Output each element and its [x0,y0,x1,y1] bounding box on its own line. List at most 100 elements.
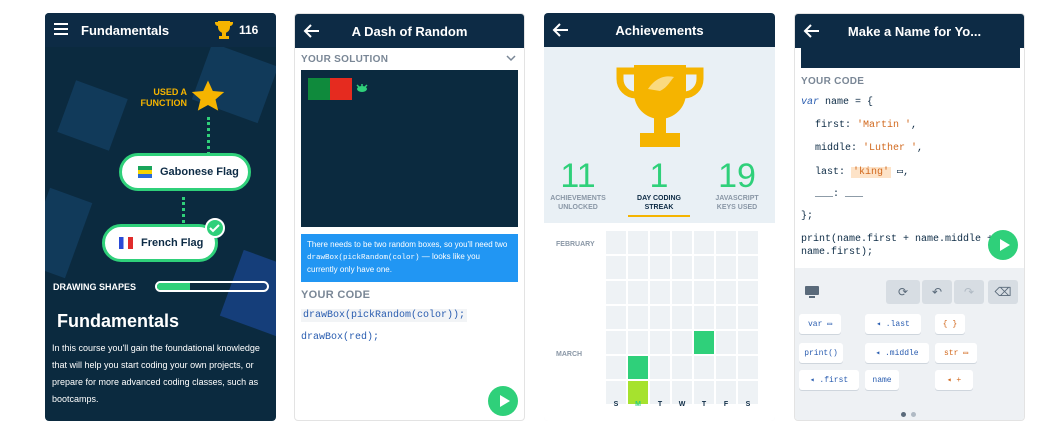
menu-icon[interactable] [54,23,68,35]
string-value: 'Martin ' [857,120,912,131]
key-var[interactable]: var ▭ [799,314,841,334]
calendar-cell [738,231,758,254]
back-arrow-icon[interactable] [803,22,821,40]
calendar-cell [606,256,626,279]
calendar-cell [694,281,714,304]
stat-streak: 1 DAY CODING STREAK [628,158,690,217]
bg-shape [45,187,93,279]
undo-icon[interactable]: ↶ [922,280,952,304]
run-button[interactable] [988,230,1018,260]
calendar-cell [716,281,736,304]
hint-message: There needs to be two random boxes, so y… [301,234,518,282]
calendar-cell [606,356,626,379]
key-braces[interactable]: { } [935,314,965,334]
calendar-cell [716,231,736,254]
calendar-cell [606,381,626,404]
calendar-cell [694,356,714,379]
weekday-label: T [657,401,663,408]
calendar-cell [650,381,670,404]
screen-title: Make a Name for Yo... [847,23,982,39]
fundamentals-screen: Fundamentals 116 USED A FUNCTION Gabones… [45,13,276,421]
key-first[interactable]: ◂ .first [799,370,859,390]
calendar-cell [650,356,670,379]
code-line[interactable]: }; [801,211,814,222]
calendar-cell [672,306,692,329]
code-label: YOUR CODE [801,76,865,87]
key-plus[interactable]: ◂ + [935,370,973,390]
calendar-cell [672,381,692,404]
weekday-label: T [701,401,707,408]
key-last[interactable]: ◂ .last [865,314,921,334]
trophy-count: 116 [239,23,259,37]
calendar-cell [738,356,758,379]
stat-number: 11 [560,157,596,195]
weekday-label: S [613,401,619,408]
calendar-cell [672,281,692,304]
lesson-label: Gabonese Flag [160,166,239,178]
code-keyboard: ⟳ ↶ ↷ ⌫ var ▭ ◂ .last { } print() ◂ .mid… [795,268,1024,420]
keyboard-icon[interactable] [805,286,819,298]
code-text: middle: [815,143,858,154]
code-line-1[interactable]: drawBox(pickRandom(color)); [301,309,468,322]
gabon-flag-icon [138,166,152,178]
key-print[interactable]: print() [799,343,843,363]
achievements-screen: Achievements 11 ACHIEVEMENTS UNLOCKED 1 DA… [544,13,775,421]
refresh-icon[interactable]: ⟳ [886,280,920,304]
code-line[interactable]: last: 'king' ▭, [815,167,910,178]
code-line-2[interactable]: drawBox(red); [301,332,380,343]
calendar-cell [738,331,758,354]
bg-shape [57,80,128,151]
redo-icon[interactable]: ↷ [954,280,984,304]
calendar-cell [606,306,626,329]
calendar-cell [672,331,692,354]
a-dash-of-random-screen: A Dash of Random YOUR SOLUTION There nee… [294,13,525,421]
page-dot-active[interactable] [901,412,906,417]
code-line[interactable]: middle: 'Luther ', [815,143,924,154]
month-label: MARCH [556,351,583,358]
stat-number: 1 [649,157,669,195]
red-box [330,78,352,100]
path-dots [207,117,210,155]
calendar-cell [716,356,736,379]
lesson-french-flag[interactable]: French Flag [102,224,218,262]
code-text: first: [815,120,852,131]
page-dot[interactable] [911,412,916,417]
hint-code: drawBox(pickRandom(color) [307,254,420,262]
lesson-label: French Flag [141,237,204,249]
calendar-cell [738,306,758,329]
calendar-cell [650,281,670,304]
key-str[interactable]: str ▭ [935,343,977,363]
calendar-cell [606,281,626,304]
code-line[interactable]: first: 'Martin ', [815,120,918,131]
calendar-cell [738,256,758,279]
calendar-cell [672,256,692,279]
back-arrow-icon[interactable] [303,22,321,40]
stat-label: DAY CODING STREAK [637,195,681,211]
calendar-cell [694,306,714,329]
calendar-cell [716,381,736,404]
code-line[interactable]: name.first); [801,247,874,258]
top-bar: Achievements [544,13,775,47]
backspace-icon[interactable]: ⌫ [988,280,1018,304]
streak-calendar [606,231,758,404]
calendar-cell [650,256,670,279]
bug-icon [356,84,368,92]
blank-slot[interactable]: ___: ___ [815,189,864,200]
code-line[interactable]: print(name.first + name.middle + [801,234,994,245]
calendar-cell [628,381,648,404]
calendar-cell [650,306,670,329]
output-canvas [801,48,1020,68]
back-arrow-icon[interactable] [552,21,570,39]
check-icon [205,218,225,238]
lesson-gabonese-flag[interactable]: Gabonese Flag [119,153,251,191]
calendar-cell [628,306,648,329]
calendar-cell [650,231,670,254]
calendar-cell [672,231,692,254]
chevron-down-icon[interactable] [506,55,516,63]
code-line[interactable]: var name = { [801,97,873,108]
key-middle[interactable]: ◂ .middle [865,343,929,363]
stat-label: JAVASCRIPT KEYS USED [715,195,759,211]
calendar-cell [716,256,736,279]
run-button[interactable] [488,386,518,416]
key-name[interactable]: name [865,370,899,390]
